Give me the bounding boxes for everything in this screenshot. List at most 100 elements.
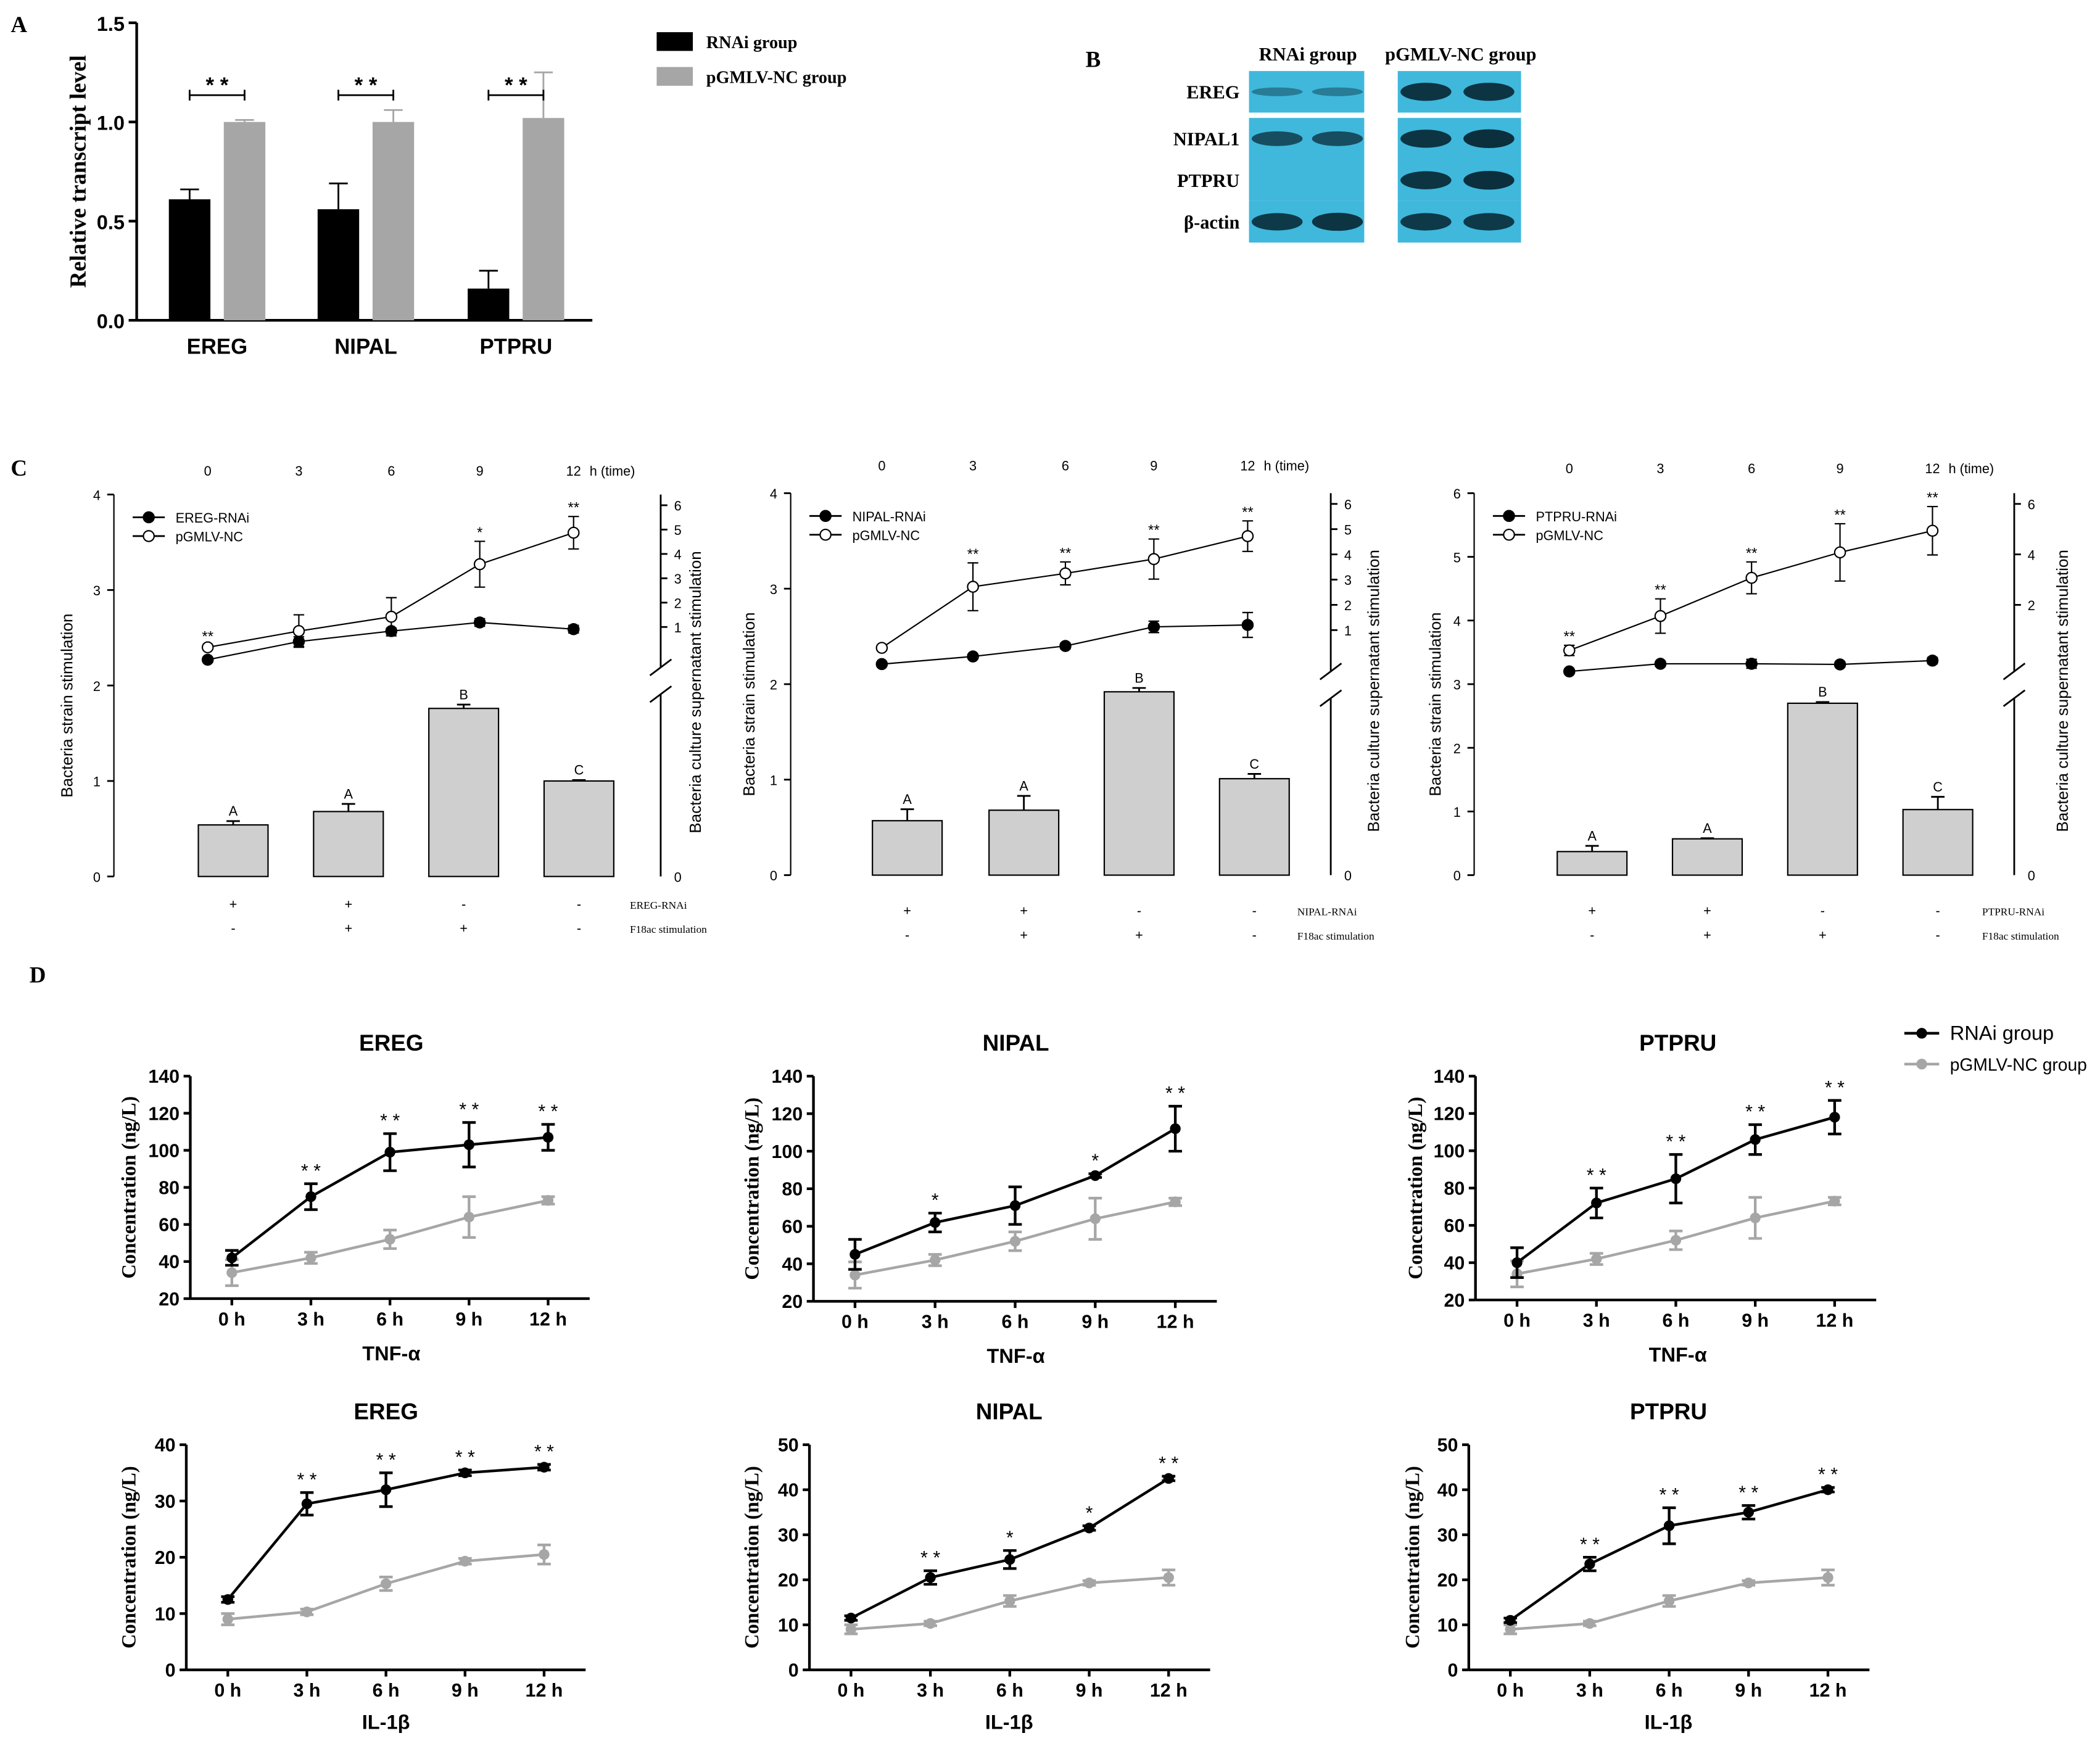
c-right-tick-label: 2 bbox=[2028, 598, 2035, 613]
c-bar-letter: A bbox=[1703, 821, 1712, 836]
d-point-rnai bbox=[1089, 1170, 1101, 1181]
c-condition-sign: - bbox=[1252, 903, 1257, 919]
d-significance-stars: * bbox=[932, 1190, 939, 1211]
c-time-axis-label: h (time) bbox=[1263, 458, 1309, 473]
d-x-tick-label: 9 h bbox=[452, 1680, 479, 1701]
c-left-tick-label: 6 bbox=[1453, 486, 1461, 502]
c-right-tick-label: 1 bbox=[1344, 623, 1352, 639]
d-y-tick-label: 20 bbox=[159, 1289, 180, 1310]
c-left-tick-label: 3 bbox=[1453, 677, 1461, 693]
blot-band bbox=[1312, 87, 1363, 96]
d-legend-marker bbox=[1916, 1059, 1927, 1070]
c-condition-label: PTPRU-RNAi bbox=[1982, 906, 2044, 918]
c-bar-letter: A bbox=[903, 792, 912, 807]
a-bar-rnai bbox=[468, 288, 510, 321]
d-y-tick-label: 20 bbox=[155, 1547, 176, 1568]
c-legend-label: pGMLV-NC bbox=[1536, 527, 1603, 543]
c-point-nc bbox=[875, 642, 888, 654]
c-bar bbox=[988, 809, 1060, 876]
d-x-tick-label: 9 h bbox=[1735, 1680, 1762, 1701]
d-y-tick-label: 30 bbox=[778, 1525, 799, 1546]
c-left-tick-label: 1 bbox=[93, 774, 101, 790]
d-significance-stars: * * bbox=[1580, 1534, 1600, 1555]
d-point-nc bbox=[925, 1618, 936, 1629]
a-bar-rnai bbox=[317, 209, 360, 321]
d-point-rnai bbox=[1083, 1523, 1095, 1534]
d-point-rnai bbox=[1829, 1112, 1840, 1123]
c-point-rnai bbox=[1833, 658, 1846, 671]
d-y-tick-label: 40 bbox=[159, 1252, 180, 1273]
c-bar bbox=[1556, 851, 1628, 876]
c-bar bbox=[543, 780, 614, 877]
blot-band bbox=[1400, 171, 1452, 189]
d-significance-stars: * bbox=[1091, 1151, 1099, 1172]
panel-label-c: C bbox=[10, 455, 27, 481]
d-point-rnai bbox=[1591, 1197, 1602, 1209]
c-time-tick-label: 0 bbox=[204, 463, 212, 479]
c-left-tick-label: 2 bbox=[770, 677, 777, 693]
c-left-tick-label: 3 bbox=[93, 583, 101, 598]
d-point-rnai bbox=[1004, 1554, 1015, 1565]
a-bar-nc bbox=[223, 122, 266, 321]
d-significance-stars: * * bbox=[1660, 1484, 1679, 1505]
d-y-axis-label: Concentration (ng/L) bbox=[742, 1466, 764, 1648]
c-point-nc bbox=[967, 581, 979, 593]
d-point-nc bbox=[1822, 1572, 1833, 1583]
d-significance-stars: * * bbox=[1666, 1131, 1685, 1152]
a-legend-label: RNAi group bbox=[706, 33, 798, 52]
blot-band bbox=[1463, 213, 1515, 231]
c-right-tick-label: 0 bbox=[674, 869, 682, 885]
d-point-nc bbox=[1584, 1618, 1595, 1629]
c-bar-letter: A bbox=[1587, 828, 1597, 843]
c-point-rnai bbox=[1745, 658, 1758, 670]
d-point-nc bbox=[1670, 1234, 1682, 1246]
d-chart-1: 20 40 60 80 100 120 140 0 h 3 h 6 h 9 h 12 h EREG TNF… bbox=[118, 1030, 590, 1365]
d-y-tick-label: 120 bbox=[771, 1104, 803, 1125]
c-point-rnai bbox=[875, 658, 888, 671]
c-legend-marker bbox=[1503, 510, 1515, 523]
c-significance-stars: * bbox=[477, 524, 482, 541]
d-x-axis-label: IL-1β bbox=[1645, 1711, 1693, 1733]
d-significance-stars: * * bbox=[380, 1110, 400, 1131]
d-x-axis-label: IL-1β bbox=[985, 1711, 1033, 1733]
d-point-nc bbox=[301, 1607, 313, 1618]
d-x-tick-label: 0 h bbox=[837, 1680, 864, 1701]
d-point-nc bbox=[845, 1624, 857, 1635]
d-significance-stars: * * bbox=[1818, 1464, 1838, 1485]
c-right-tick-label: 5 bbox=[1344, 522, 1352, 537]
d-significance-stars: * bbox=[1006, 1527, 1014, 1548]
c-right-tick-label: 4 bbox=[674, 547, 682, 563]
c-point-rnai bbox=[1563, 665, 1576, 678]
panel-label-b: B bbox=[1086, 47, 1101, 72]
c-time-tick-label: 6 bbox=[1062, 458, 1069, 473]
c-point-rnai bbox=[1926, 655, 1939, 667]
d-point-nc bbox=[1750, 1212, 1761, 1223]
c-condition-sign: - bbox=[577, 896, 581, 912]
c-condition-sign: + bbox=[903, 903, 911, 919]
a-y-tick-label: 0.0 bbox=[97, 310, 125, 333]
d-y-tick-label: 80 bbox=[159, 1178, 180, 1199]
c-condition-label: NIPAL-RNAi bbox=[1297, 906, 1357, 918]
d-point-rnai bbox=[222, 1594, 233, 1605]
a-y-tick-label: 1.0 bbox=[97, 112, 125, 134]
c-right-tick-label: 0 bbox=[2028, 868, 2035, 883]
d-point-nc bbox=[384, 1234, 395, 1245]
c-time-tick-label: 12 bbox=[1240, 458, 1255, 473]
c-time-tick-label: 3 bbox=[295, 463, 302, 479]
d-point-nc bbox=[1829, 1196, 1840, 1207]
c-legend-label: EREG-RNAi bbox=[176, 510, 249, 526]
c-significance-stars: ** bbox=[1834, 507, 1846, 523]
d-significance-stars: * * bbox=[376, 1449, 396, 1470]
c-significance-stars: ** bbox=[1242, 504, 1254, 521]
d-y-tick-label: 10 bbox=[155, 1603, 176, 1624]
d-x-tick-label: 0 h bbox=[1503, 1310, 1531, 1331]
c-point-nc bbox=[201, 641, 214, 653]
blot-band bbox=[1400, 130, 1452, 148]
d-point-nc bbox=[305, 1252, 316, 1263]
c-condition-sign: + bbox=[1703, 927, 1711, 943]
blot-row-label: PTPRU bbox=[1177, 170, 1239, 191]
blot-membrane-rnai bbox=[1249, 159, 1365, 201]
